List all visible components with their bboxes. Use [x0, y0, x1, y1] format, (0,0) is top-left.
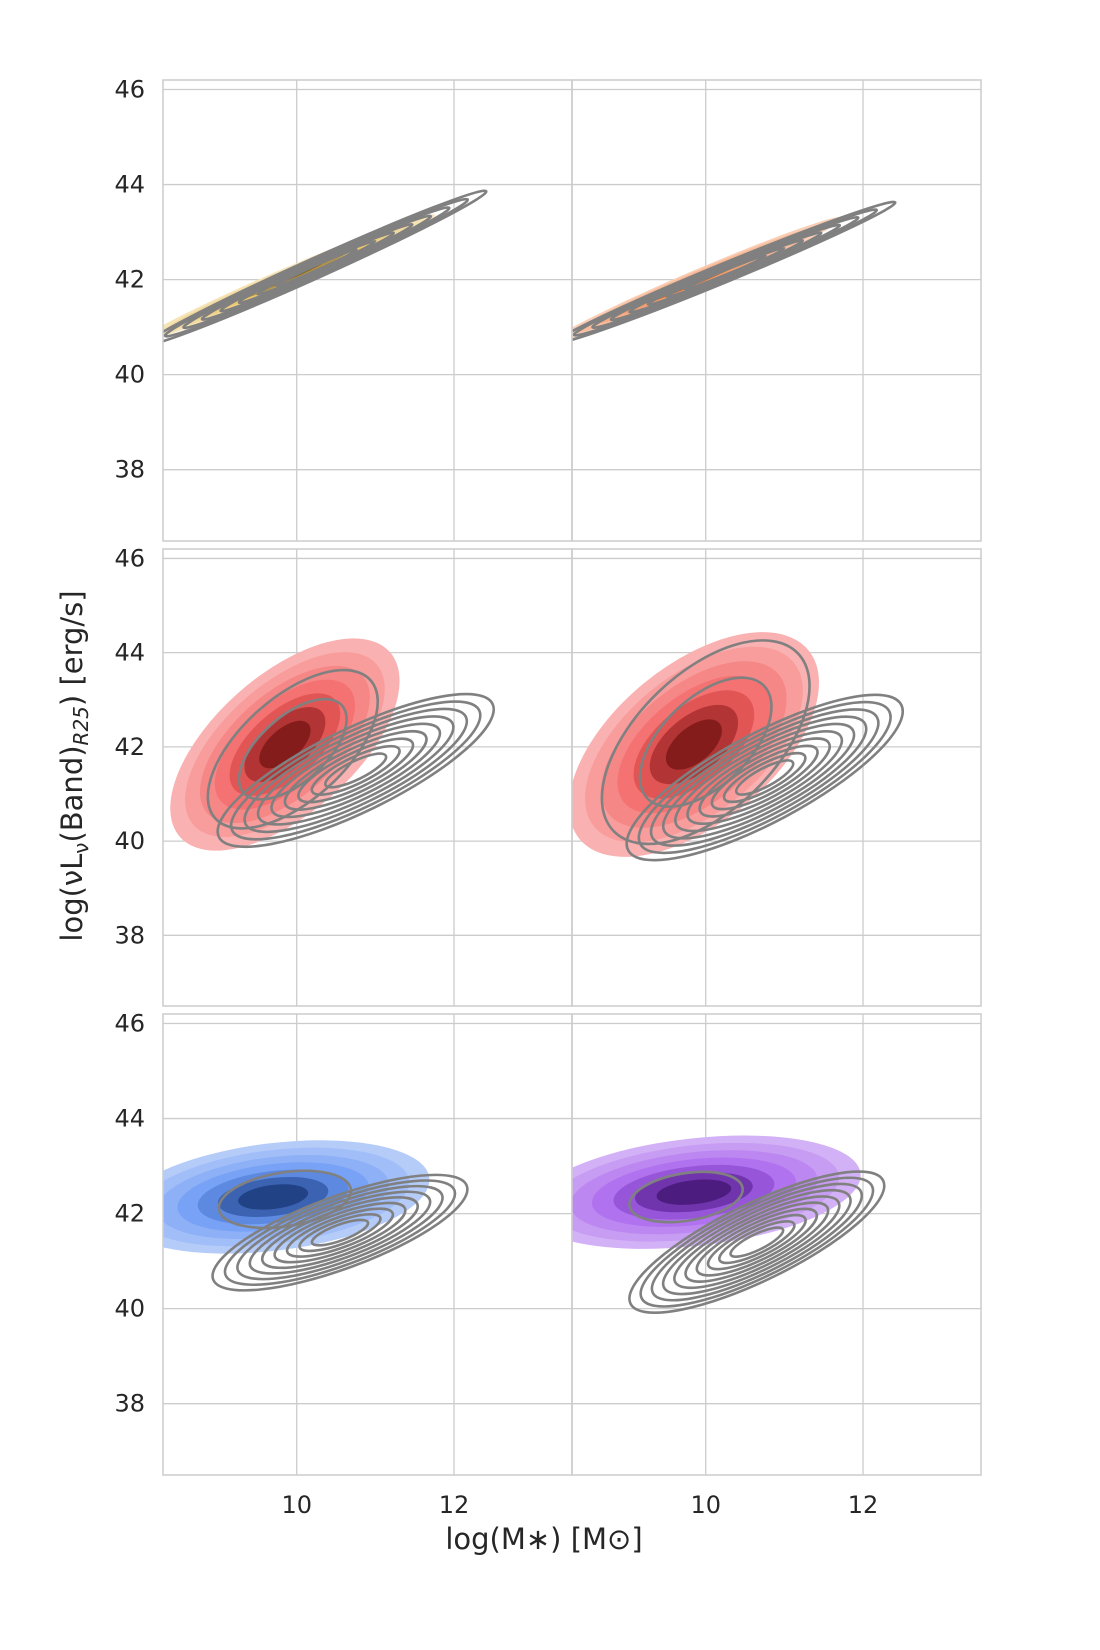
x-axis-label: log(M∗) [M⊙] — [445, 1522, 642, 1556]
y-tick-label: 40 — [114, 361, 145, 389]
x-tick-label: 10 — [281, 1491, 312, 1519]
y-axis-label-subscript-r25: R25 — [69, 706, 93, 745]
filled-contour-level — [259, 720, 311, 769]
line-contour-level — [698, 737, 832, 818]
line-contour-level — [628, 1170, 744, 1224]
line-contour-level — [734, 759, 795, 796]
panel-content — [572, 1135, 886, 1314]
line-contour-level — [237, 697, 348, 801]
panel-r2-c0: 38 40 42 44 46 10 12 — [114, 1010, 573, 1519]
y-axis-label-subscript: ν — [69, 843, 93, 854]
line-contour-level — [248, 1190, 432, 1275]
panel-r0-c0: 38 40 42 44 46 — [114, 76, 573, 542]
y-tick-label: 44 — [114, 171, 145, 199]
line-contour-level — [683, 254, 768, 291]
y-axis-label-units: ) [erg/s] — [55, 590, 89, 706]
panel-content — [170, 638, 496, 851]
line-contour-level — [661, 1188, 852, 1296]
panel-frame — [571, 1013, 982, 1476]
y-axis-label-band: (Band) — [55, 745, 89, 842]
line-contour-level — [217, 1169, 353, 1230]
labels-layer: log(M∗) [M⊙] log(νLν(Band)R25) [erg/s] — [55, 590, 643, 1556]
line-contour-level — [649, 708, 880, 847]
y-tick-label: 42 — [114, 266, 145, 294]
line-contour-level — [270, 722, 442, 819]
line-contour-level — [695, 1207, 819, 1277]
panel-content — [163, 189, 488, 347]
y-tick-label: 42 — [114, 733, 145, 761]
line-contour-level — [600, 639, 811, 846]
line-contour-level — [625, 693, 905, 862]
line-contour-level — [661, 715, 868, 840]
line-contour-level — [206, 668, 380, 830]
line-contour-level — [673, 1195, 841, 1290]
line-contour-level — [638, 676, 773, 808]
line-contour-level — [310, 1218, 370, 1247]
y-tick-label: 40 — [114, 1295, 145, 1323]
line-contour-level — [628, 1170, 886, 1314]
y-tick-label: 46 — [114, 76, 145, 104]
line-contour-level — [211, 1173, 469, 1292]
y-axis-label-main: log(νL — [55, 854, 89, 942]
panel-r1-c0: 38 40 42 44 46 — [114, 544, 573, 1007]
line-contour-level — [639, 1176, 875, 1308]
panel-r0-c1 — [571, 79, 982, 542]
panel-r1-c1 — [571, 548, 982, 1007]
line-contour-level — [650, 1182, 864, 1302]
line-contour-level — [223, 1179, 457, 1287]
line-contour-level — [674, 722, 856, 833]
y-tick-label: 44 — [114, 1105, 145, 1133]
filled-contour-level — [238, 1184, 309, 1210]
line-contour-level — [684, 1201, 830, 1283]
line-contour-level — [298, 1212, 382, 1253]
line-contour-level — [283, 730, 428, 811]
y-tick-label: 44 — [114, 639, 145, 667]
x-tick-label: 10 — [690, 1491, 721, 1519]
line-contour-level — [274, 248, 359, 288]
x-tick-label: 12 — [439, 1491, 470, 1519]
line-contour-level — [273, 1201, 407, 1264]
line-contour-level — [236, 1184, 444, 1281]
line-contour-level — [706, 1213, 807, 1271]
line-contour-level — [256, 715, 455, 826]
line-contour-level — [216, 692, 496, 849]
line-contour-level — [285, 1207, 395, 1258]
y-tick-label: 46 — [114, 544, 145, 572]
line-contour-level — [310, 744, 401, 796]
y-tick-label: 38 — [114, 921, 145, 949]
panel-content — [572, 200, 897, 345]
panel-frame — [571, 79, 982, 542]
line-contour-level — [729, 1226, 785, 1258]
y-tick-label: 38 — [114, 456, 145, 484]
line-contour-level — [229, 700, 482, 841]
filled-contour-level — [656, 1179, 732, 1205]
panel-content — [572, 632, 905, 862]
panel-frame — [571, 548, 982, 1007]
line-contour-level — [710, 744, 819, 811]
panels-layer: 38 40 42 44 46 38 40 42 44 46 38 40 42 44 46 10 12 10 12 — [114, 76, 982, 1519]
y-tick-label: 42 — [114, 1200, 145, 1228]
y-tick-label: 38 — [114, 1390, 145, 1418]
y-axis-label: log(νLν(Band)R25) [erg/s] — [55, 590, 93, 941]
x-tick-label: 12 — [848, 1491, 879, 1519]
filled-contour-level — [665, 719, 722, 770]
panel-content — [163, 1140, 469, 1292]
line-contour-level — [297, 737, 415, 804]
y-tick-label: 40 — [114, 827, 145, 855]
panel-r2-c1: 10 12 — [571, 1013, 982, 1519]
line-contour-level — [718, 1220, 796, 1265]
y-tick-label: 46 — [114, 1010, 145, 1038]
line-contour-level — [722, 751, 807, 804]
